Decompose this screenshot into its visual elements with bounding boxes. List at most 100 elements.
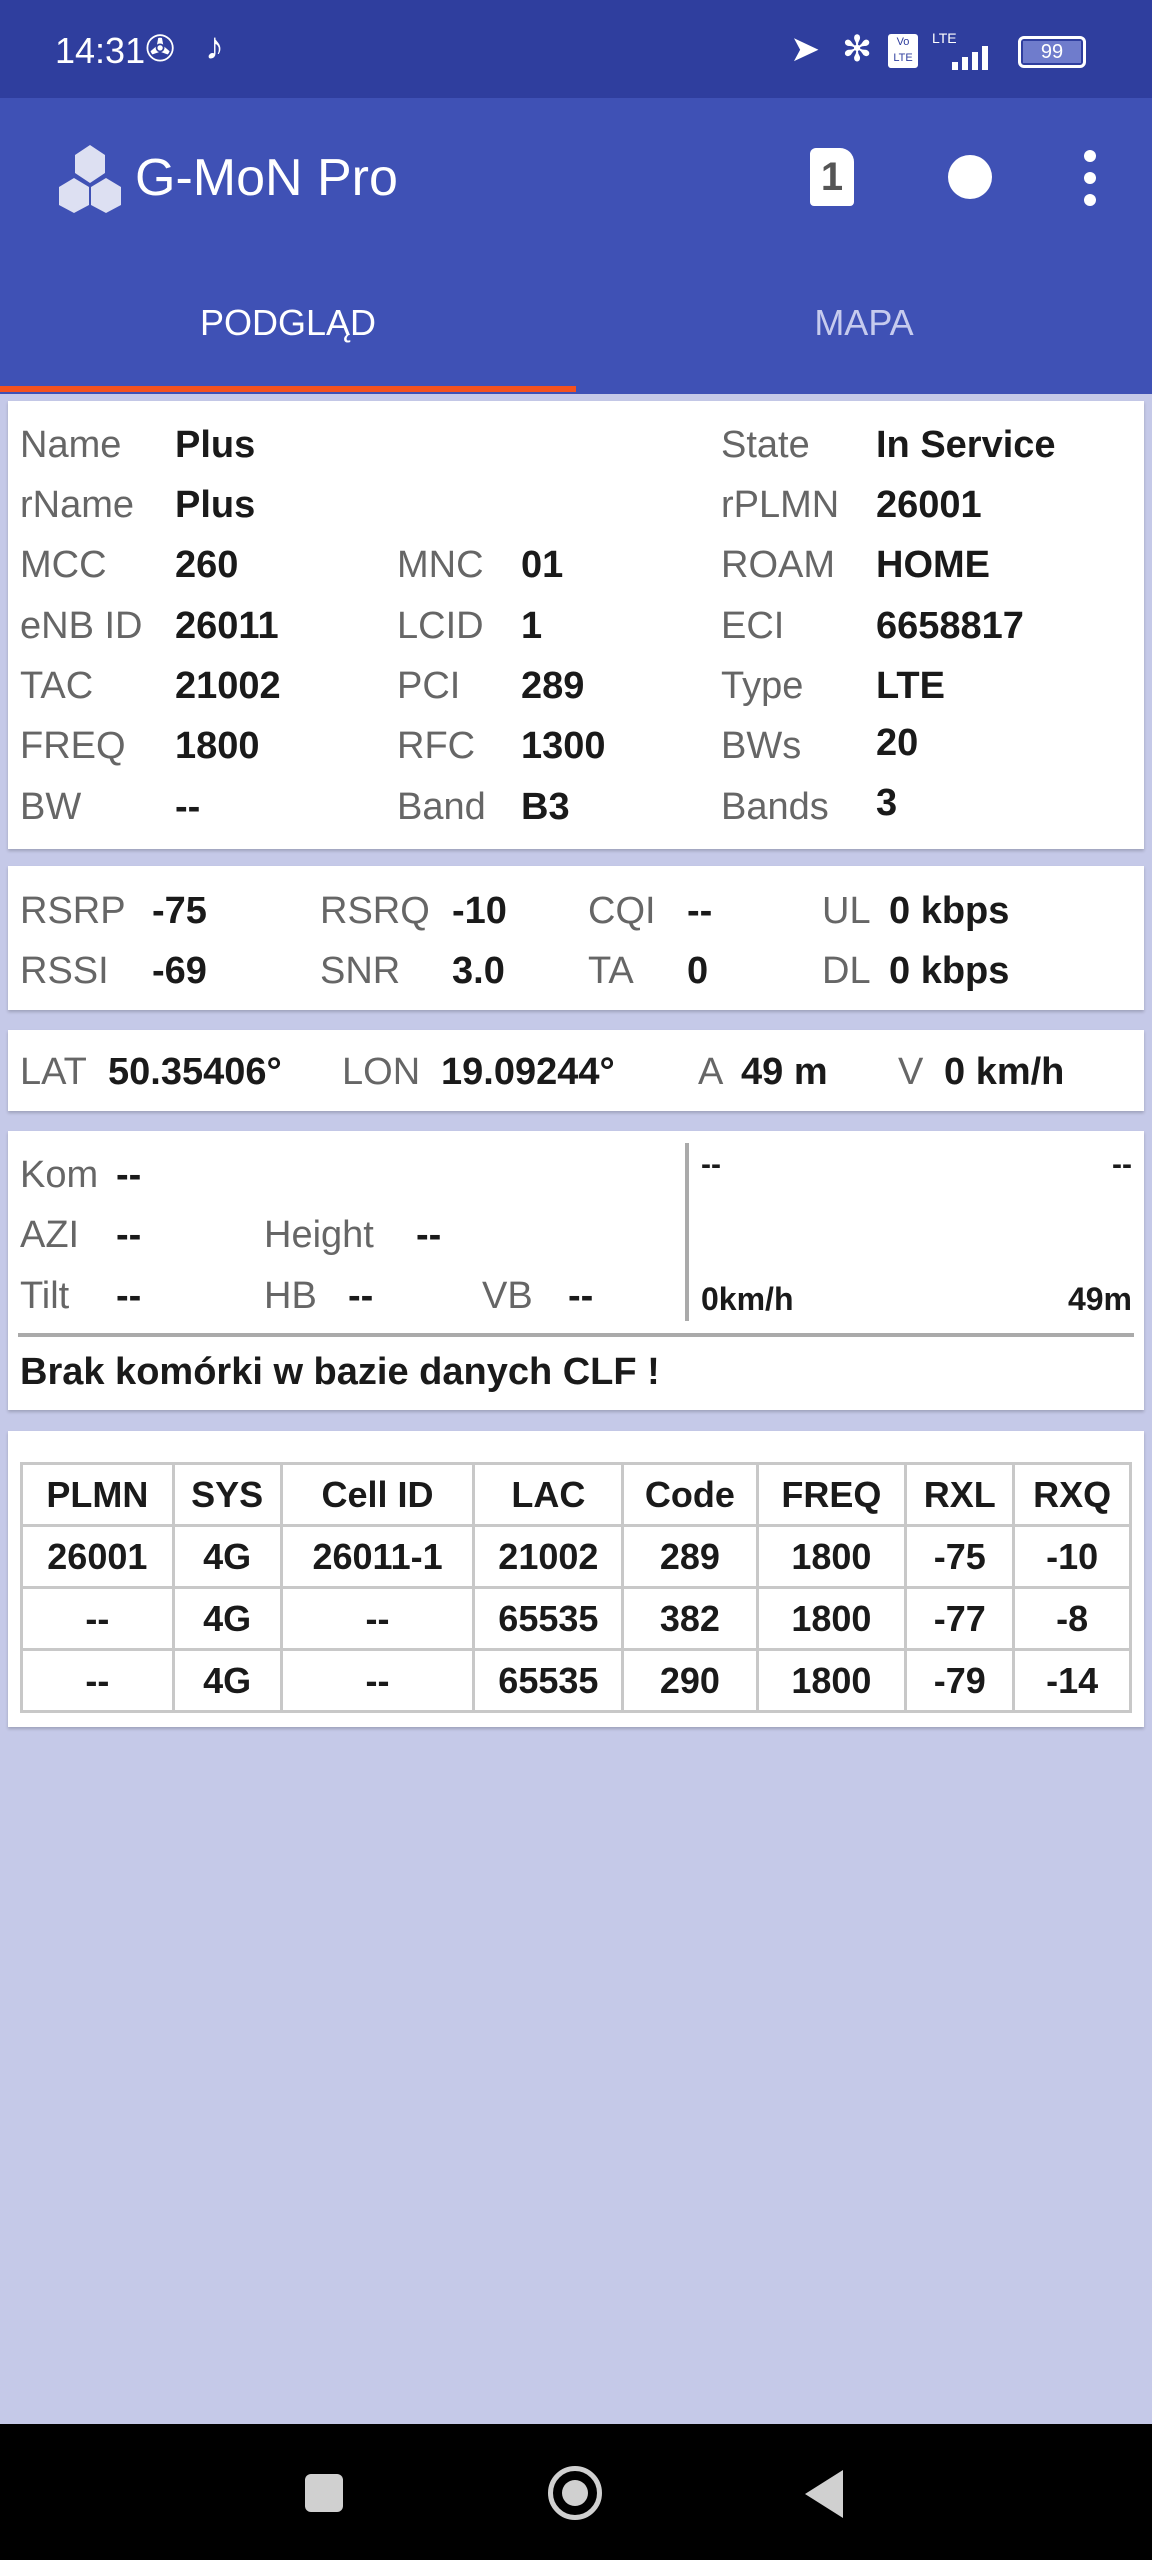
tab-podglad[interactable]: PODGLĄD	[0, 288, 576, 390]
col-header: Cell ID	[282, 1465, 473, 1524]
upload-rate: 0 kbps	[889, 890, 1010, 932]
table-row: 26001 4G 26011-1 21002 289 1800 -75 -10	[23, 1527, 1129, 1586]
location-card: LAT 50.35406° LON 19.09244° A 49 m V 0 km/h	[8, 1030, 1144, 1111]
label: rPLMN	[721, 484, 840, 526]
sim-1-button[interactable]: 1	[810, 148, 854, 206]
network-type: LTE	[932, 30, 957, 46]
speed-readout: 0km/h	[701, 1281, 794, 1317]
label: rName	[20, 484, 135, 526]
mnc: 01	[521, 544, 564, 586]
latitude: 50.35406°	[108, 1051, 282, 1093]
back-button[interactable]	[805, 2470, 843, 2518]
label: ROAM	[721, 544, 835, 586]
label: Bands	[721, 786, 829, 828]
label: RSRQ	[320, 890, 430, 932]
kom: --	[116, 1154, 142, 1196]
label: AZI	[20, 1214, 80, 1256]
bw: --	[175, 786, 201, 828]
chart-value-right: --	[1112, 1148, 1132, 1181]
label: Tilt	[20, 1275, 70, 1317]
label: TAC	[20, 665, 94, 707]
label: Band	[397, 786, 486, 828]
table-row: -- 4G -- 65535 290 1800 -79 -14	[23, 1651, 1129, 1710]
cell: 65535	[475, 1589, 622, 1648]
tilt: --	[116, 1275, 142, 1317]
cell: -79	[907, 1651, 1013, 1710]
label: SNR	[320, 950, 401, 992]
speed: 0 km/h	[944, 1051, 1065, 1093]
cell: 21002	[475, 1527, 622, 1586]
eci: 6658817	[876, 605, 1024, 647]
label: CQI	[588, 890, 656, 932]
col-header: RXQ	[1015, 1465, 1129, 1524]
hb: --	[348, 1275, 374, 1317]
cell: -8	[1015, 1589, 1129, 1648]
label: BWs	[721, 725, 802, 767]
neighbor-cells-table: PLMN SYS Cell ID LAC Code FREQ RXL RXQ 26001 4G 2…	[20, 1462, 1132, 1713]
label: Name	[20, 424, 122, 466]
cell: -77	[907, 1589, 1013, 1648]
battery-icon: 99	[1018, 36, 1086, 68]
cell: -14	[1015, 1651, 1129, 1710]
clock: 14:31	[55, 30, 146, 71]
network-type: LTE	[876, 665, 945, 707]
signal-icon	[932, 46, 1002, 70]
cell: --	[23, 1651, 172, 1710]
cqi: --	[687, 890, 713, 932]
record-button[interactable]	[948, 155, 992, 199]
col-header: PLMN	[23, 1465, 172, 1524]
app-bar: G-MoN Pro 1 PODGLĄD MAPA	[0, 98, 1152, 394]
label: BW	[20, 786, 82, 828]
rplmn: 26001	[876, 484, 982, 526]
band: B3	[521, 786, 570, 828]
app-title: G-MoN Pro	[135, 149, 398, 207]
mcc: 260	[175, 544, 239, 586]
tab-mapa[interactable]: MAPA	[576, 288, 1152, 390]
bws: 20	[876, 722, 919, 764]
col-header: Code	[624, 1465, 756, 1524]
home-button[interactable]	[548, 2466, 602, 2520]
rssi: -69	[152, 950, 207, 992]
label: LAT	[20, 1051, 87, 1093]
table-row: -- 4G -- 65535 382 1800 -77 -8	[23, 1589, 1129, 1648]
label: ECI	[721, 605, 785, 647]
cell: 1800	[758, 1589, 905, 1648]
ta: 0	[687, 950, 709, 992]
bluetooth-icon: ✻	[842, 28, 873, 69]
accuracy: 49 m	[741, 1051, 828, 1093]
label: eNB ID	[20, 605, 143, 647]
operator-name: Plus	[175, 424, 256, 466]
freq: 1800	[175, 725, 260, 767]
clf-message: Brak komórki w bazie danych CLF !	[20, 1351, 660, 1393]
battery-level: 99	[1023, 41, 1081, 63]
cell: 289	[624, 1527, 756, 1586]
service-state: In Service	[876, 424, 1056, 466]
label: LON	[342, 1051, 421, 1093]
col-header: LAC	[475, 1465, 622, 1524]
longitude: 19.09244°	[441, 1051, 615, 1093]
rfc: 1300	[521, 725, 606, 767]
cell: 26001	[23, 1527, 172, 1586]
label: DL	[822, 950, 871, 992]
label: State	[721, 424, 810, 466]
label: A	[698, 1051, 724, 1093]
lcid: 1	[521, 605, 543, 647]
col-header: RXL	[907, 1465, 1013, 1524]
label: MNC	[397, 544, 484, 586]
altitude-readout: 49m	[1067, 1281, 1132, 1317]
cell: 1800	[758, 1651, 905, 1710]
cell: -10	[1015, 1527, 1129, 1586]
more-menu-icon[interactable]	[1080, 150, 1100, 206]
recents-button[interactable]	[305, 2474, 343, 2512]
label: RSRP	[20, 890, 126, 932]
label: HB	[264, 1275, 317, 1317]
cell: --	[282, 1589, 473, 1648]
cell: 290	[624, 1651, 756, 1710]
rsrq: -10	[452, 890, 507, 932]
signal-card: RSRP -75 RSRQ -10 CQI -- UL 0 kbps RSSI -69 S…	[8, 866, 1144, 1010]
status-bar: 14:31 ✇ ♪ ➤ ✻ Vo LTE LTE 99	[0, 0, 1152, 98]
label: Type	[721, 665, 804, 707]
site-card: Kom -- AZI -- Height -- Tilt -- HB -- VB -- --…	[8, 1131, 1144, 1410]
label: Height	[264, 1214, 374, 1256]
divider	[18, 1333, 1134, 1337]
